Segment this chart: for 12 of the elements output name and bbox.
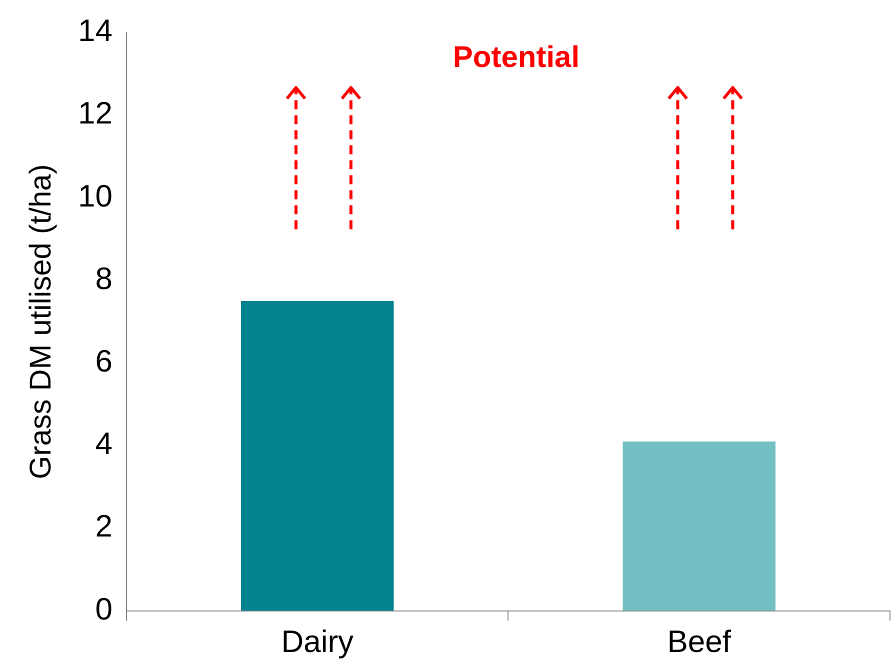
x-tick-label: Beef — [667, 624, 732, 659]
y-tick-label: 0 — [95, 591, 112, 626]
x-tick-label: Dairy — [281, 624, 354, 659]
y-tick-label: 10 — [78, 178, 112, 214]
y-tick-label: 4 — [95, 426, 112, 462]
y-tick-label: 14 — [78, 13, 112, 48]
y-tick-label: 6 — [95, 344, 112, 379]
y-tick-label: 12 — [78, 96, 112, 131]
annotation: Potential — [452, 40, 580, 74]
y-tick-label: 2 — [95, 508, 112, 544]
y-axis-title: Grass DM utilised (t/ha) — [24, 164, 58, 480]
y-tick-label: 8 — [95, 260, 112, 296]
